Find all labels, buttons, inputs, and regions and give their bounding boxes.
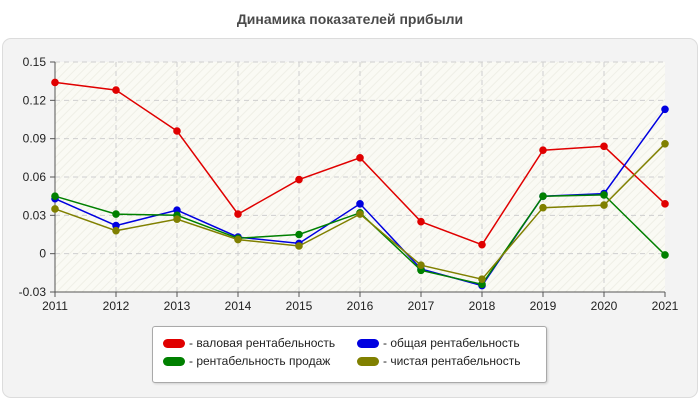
x-tick-label: 2021 xyxy=(652,299,679,313)
legend-label: - валовая рентабельность xyxy=(189,336,336,350)
legend-item: - валовая рентабельность xyxy=(163,336,335,350)
x-tick-label: 2019 xyxy=(530,299,557,313)
data-point xyxy=(600,201,608,209)
data-point xyxy=(417,217,425,226)
data-point xyxy=(539,203,547,212)
data-point xyxy=(295,175,303,184)
data-point xyxy=(356,154,364,162)
data-point xyxy=(417,261,425,269)
legend-swatch xyxy=(163,356,185,366)
data-point xyxy=(478,240,486,249)
data-point xyxy=(600,191,608,199)
x-tick-label: 2018 xyxy=(469,299,496,313)
data-point xyxy=(356,200,364,208)
data-point xyxy=(51,192,59,200)
legend-swatch xyxy=(163,338,185,348)
legend-swatch xyxy=(357,338,379,348)
data-point xyxy=(51,205,59,213)
x-tick-label: 2014 xyxy=(225,299,252,313)
x-tick-label: 2020 xyxy=(591,299,618,313)
legend-label: - общая рентабельность xyxy=(383,336,520,350)
y-tick-label: 0.06 xyxy=(23,170,47,184)
legend-label: - рентабельность продаж xyxy=(189,354,331,368)
data-point xyxy=(539,192,547,200)
legend-label: - чистая рентабельность xyxy=(383,354,521,368)
data-point xyxy=(478,275,486,284)
data-point xyxy=(112,210,120,218)
data-point xyxy=(173,127,181,135)
data-point xyxy=(661,200,669,208)
legend-item: - рентабельность продаж xyxy=(163,354,330,368)
y-tick-label: -0.03 xyxy=(19,285,47,299)
data-point xyxy=(661,105,669,114)
y-tick-label: 0.03 xyxy=(23,208,47,222)
y-tick-label: 0.09 xyxy=(23,132,47,146)
y-tick-label: 0.15 xyxy=(23,55,47,69)
x-tick-label: 2012 xyxy=(103,299,130,313)
data-point xyxy=(661,139,669,148)
data-point xyxy=(356,210,364,218)
data-point xyxy=(234,210,242,218)
x-tick-label: 2015 xyxy=(286,299,313,313)
data-point xyxy=(295,242,303,250)
chart-title: Динамика показателей прибыли xyxy=(236,11,464,27)
data-point xyxy=(661,251,669,259)
legend-swatch xyxy=(357,356,379,366)
data-point xyxy=(295,230,303,239)
legend: - валовая рентабельность - общая рентабел… xyxy=(152,326,547,383)
y-tick-label: 0 xyxy=(39,247,46,261)
data-point xyxy=(539,146,547,154)
data-point xyxy=(600,142,608,151)
data-point xyxy=(173,215,181,223)
data-point xyxy=(112,86,120,94)
legend-item: - общая рентабельность xyxy=(357,336,520,350)
x-tick-label: 2017 xyxy=(408,299,435,313)
data-point xyxy=(234,235,242,244)
x-tick-label: 2011 xyxy=(42,299,68,313)
y-tick-label: 0.12 xyxy=(23,93,47,107)
x-tick-label: 2016 xyxy=(347,299,374,313)
data-point xyxy=(51,78,59,87)
data-point xyxy=(112,226,120,235)
x-tick-label: 2013 xyxy=(164,299,191,313)
legend-item: - чистая рентабельность xyxy=(357,354,520,368)
